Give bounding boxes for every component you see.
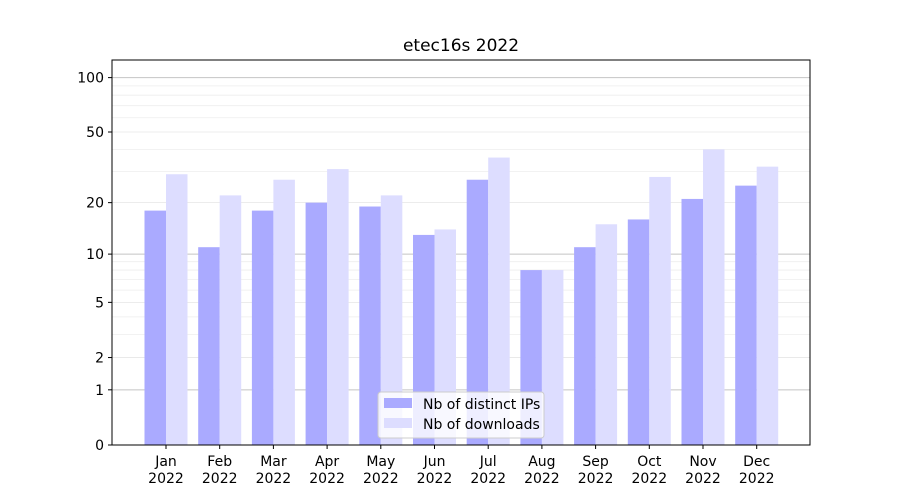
x-tick-label-month: Oct xyxy=(637,454,662,470)
bar-distinct-ips xyxy=(251,210,274,445)
x-tick-label-year: 2022 xyxy=(256,471,292,487)
bar-downloads xyxy=(541,270,564,445)
legend-swatch xyxy=(384,398,412,408)
x-tick-label-year: 2022 xyxy=(202,471,238,487)
y-tick-label: 50 xyxy=(86,125,104,141)
chart-title: etec16s 2022 xyxy=(403,36,519,56)
y-tick-label: 1 xyxy=(95,383,104,399)
bar-downloads xyxy=(434,229,456,445)
x-tick-label-month: Jan xyxy=(154,454,177,470)
legend-box xyxy=(377,391,545,439)
bar-distinct-ips xyxy=(574,247,596,445)
x-tick-label-month: Feb xyxy=(207,454,232,470)
y-tick-label: 5 xyxy=(95,295,104,311)
bar-distinct-ips xyxy=(305,202,328,445)
x-tick-label-year: 2022 xyxy=(417,471,453,487)
x-tick-label-year: 2022 xyxy=(470,471,506,487)
x-tick-label-year: 2022 xyxy=(524,471,560,487)
bar-downloads xyxy=(649,176,671,446)
bar-distinct-ips xyxy=(198,247,220,445)
y-tick-label: 20 xyxy=(86,196,104,212)
bar-downloads xyxy=(380,195,403,445)
y-tick-label: 2 xyxy=(95,351,104,367)
bars xyxy=(144,149,779,446)
x-axis-ticks: Jan2022Feb2022Mar2022Apr2022May2022Jun20… xyxy=(148,445,775,487)
x-tick-label-month: May xyxy=(366,454,395,470)
plot-frame xyxy=(111,59,811,446)
x-tick-label-year: 2022 xyxy=(309,471,345,487)
bar-distinct-ips xyxy=(466,179,489,445)
x-tick-label-month: Jun xyxy=(423,454,446,470)
y-tick-label: 100 xyxy=(77,71,104,87)
bar-distinct-ips xyxy=(681,198,703,445)
bar-downloads xyxy=(488,157,510,446)
bar-downloads xyxy=(219,195,242,445)
bar-downloads xyxy=(703,149,725,445)
x-tick-label-month: Nov xyxy=(689,454,716,470)
bar-downloads xyxy=(327,169,349,445)
y-axis-ticks: 0 1 2 5 10 20 50 100 xyxy=(77,71,112,454)
x-tick-label-month: Apr xyxy=(315,454,339,470)
legend-label: Nb of distinct IPs xyxy=(423,397,540,413)
bar-downloads xyxy=(595,224,618,445)
axes xyxy=(111,59,811,446)
x-tick-label-year: 2022 xyxy=(578,471,614,487)
y-tick-label: 10 xyxy=(86,247,104,263)
x-tick-label-year: 2022 xyxy=(685,471,721,487)
bar-distinct-ips xyxy=(735,185,757,446)
bar-distinct-ips xyxy=(144,210,166,445)
legend-label: Nb of downloads xyxy=(423,417,540,433)
legend-swatch xyxy=(384,418,412,428)
x-tick-label-month: Aug xyxy=(528,454,555,470)
y-tick-label: 0 xyxy=(95,438,104,454)
x-tick-label-month: Jul xyxy=(479,454,497,470)
bar-distinct-ips xyxy=(359,206,381,445)
bar-downloads xyxy=(166,174,188,445)
x-tick-label-month: Mar xyxy=(260,454,287,470)
x-tick-label-year: 2022 xyxy=(739,471,775,487)
x-tick-label-year: 2022 xyxy=(631,471,667,487)
bar-distinct-ips xyxy=(627,219,650,445)
x-tick-label-year: 2022 xyxy=(148,471,184,487)
x-tick-label-month: Dec xyxy=(743,454,770,470)
bar-downloads xyxy=(756,166,779,445)
x-tick-label-month: Sep xyxy=(582,454,609,470)
bar-downloads xyxy=(273,179,295,445)
x-tick-label-year: 2022 xyxy=(363,471,399,487)
legend: Nb of distinct IPs Nb of downloads xyxy=(377,391,545,439)
